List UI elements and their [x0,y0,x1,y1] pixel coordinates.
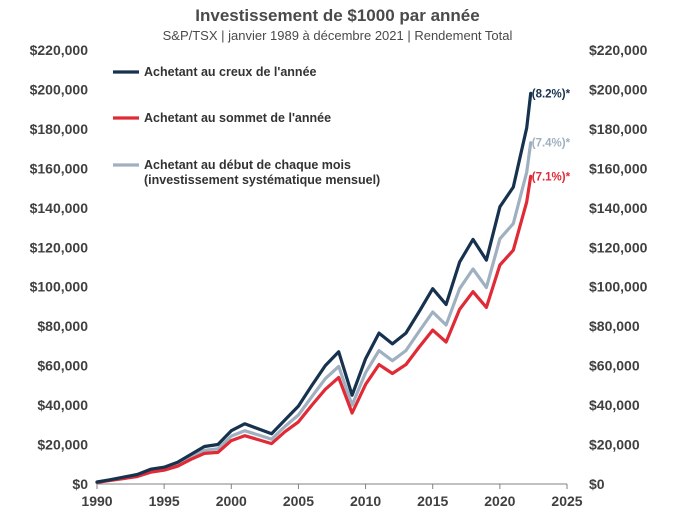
y-tick-label-left: $140,000 [30,200,89,216]
series-line-0 [95,91,533,484]
y-tick-label-left: $100,000 [30,279,89,295]
series-line-2 [95,141,533,484]
legend-label-2-line2: (investissement systématique mensuel) [144,173,380,187]
y-tick-label-left: $40,000 [37,397,88,413]
y-tick-label-left: $0 [72,476,88,492]
end-label-0: (8.2%)* [532,88,571,100]
y-tick-label-left: $80,000 [37,318,88,334]
x-tick-label: 2015 [417,493,448,509]
legend: Achetant au creux de l'année Achetant au … [113,65,380,187]
series-lines [95,91,533,484]
y-tick-label-right: $200,000 [589,81,648,97]
y-tick-label-left: $160,000 [30,160,89,176]
y-tick-label-right: $180,000 [589,121,648,137]
y-tick-label-right: $120,000 [589,239,648,255]
y-tick-label-right: $160,000 [589,160,648,176]
legend-label-1: Achetant au sommet de l'année [144,111,331,125]
end-label-2: (7.4%)* [532,138,571,150]
x-tick-label: 2010 [350,493,381,509]
end-labels: (8.2%)* (7.1%)* (7.4%)* [532,88,571,183]
y-tick-label-left: $120,000 [30,239,89,255]
y-tick-label-right: $60,000 [589,358,640,374]
chart-title: Investissement de $1000 par année [195,6,480,25]
end-label-1: (7.1%)* [532,171,571,183]
x-tick-label: 2000 [216,493,247,509]
y-tick-label-right: $220,000 [589,42,648,58]
y-tick-label-left: $60,000 [37,358,88,374]
legend-label-2: Achetant au début de chaque mois [144,158,351,172]
chart-subtitle: S&P/TSX | janvier 1989 à décembre 2021 |… [162,28,513,43]
series-line-1 [95,174,533,484]
y-tick-label-right: $0 [589,476,605,492]
x-tick-label: 2025 [551,493,582,509]
y-tick-label-right: $20,000 [589,437,640,453]
x-tick-label: 1995 [149,493,180,509]
y-tick-label-left: $180,000 [30,121,89,137]
x-tick-label: 2020 [484,493,515,509]
axes: 1990 1995 2000 2005 2010 2015 2020 2025 $0 $0 $20,… [30,42,648,509]
x-tick-label: 2005 [283,493,314,509]
x-tick-label: 1990 [81,493,112,509]
legend-label-0: Achetant au creux de l'année [144,65,317,79]
y-tick-label-left: $20,000 [37,437,88,453]
y-tick-label-right: $80,000 [589,318,640,334]
y-tick-label-right: $140,000 [589,200,648,216]
y-tick-label-left: $200,000 [30,81,89,97]
y-tick-label-right: $40,000 [589,397,640,413]
y-tick-label-right: $100,000 [589,279,648,295]
y-tick-label-left: $220,000 [30,42,89,58]
